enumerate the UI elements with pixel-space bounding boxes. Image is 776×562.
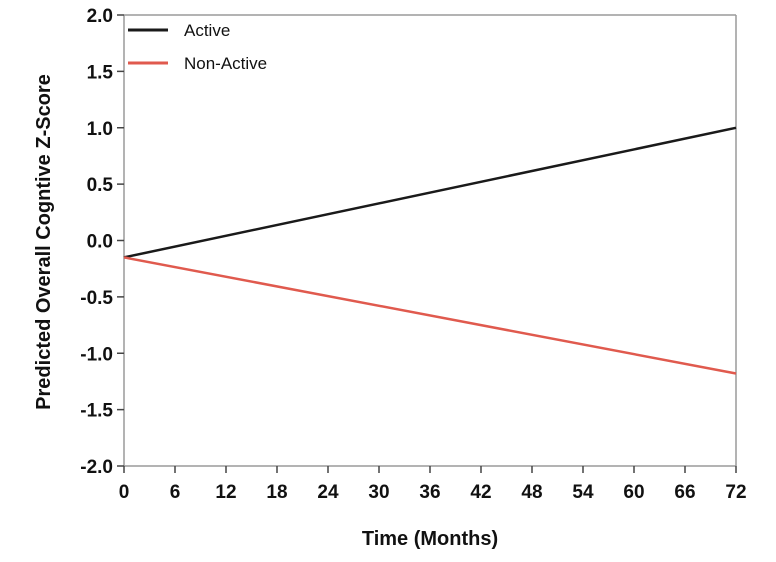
x-tick-label: 30 [368, 482, 389, 503]
y-tick-label: 1.0 [87, 119, 113, 140]
series-lines [123, 126, 737, 375]
legend-label-non-active: Non-Active [184, 54, 267, 73]
x-tick-label: 48 [521, 482, 542, 503]
y-tick-label: -1.0 [80, 344, 113, 365]
x-tick-label: 60 [623, 482, 644, 503]
series-line-active [123, 126, 737, 259]
x-tick-label: 72 [725, 482, 746, 503]
y-tick-label: -2.0 [80, 457, 113, 478]
y-tick-label: 0.5 [87, 175, 114, 196]
x-axis-title: Time (Months) [362, 528, 498, 550]
y-axis-title: Predicted Overall Cogntive Z-Score [33, 74, 55, 410]
series-line-non-active [123, 256, 737, 375]
x-tick-label: 66 [674, 482, 695, 503]
y-tick-label: 2.0 [87, 6, 113, 27]
plot-frame [123, 14, 737, 467]
y-tick-label: 1.5 [87, 62, 114, 83]
x-tick-label: 18 [266, 482, 287, 503]
y-tick-label: 0.0 [87, 232, 113, 253]
y-axis-ticks: 2.0 1.5 1.0 0.5 0.0 -0.5 -1.0 -1.5 -2.0 [80, 6, 124, 478]
x-tick-label: 36 [419, 482, 440, 503]
x-tick-label: 54 [572, 482, 594, 503]
x-tick-label: 42 [470, 482, 491, 503]
x-axis-ticks: 0 6 12 18 24 30 36 42 48 54 60 66 72 [119, 466, 747, 503]
x-tick-label: 0 [119, 482, 130, 503]
legend: Active Non-Active [128, 21, 267, 73]
x-tick-label: 12 [215, 482, 236, 503]
x-tick-label: 24 [317, 482, 339, 503]
y-tick-label: -1.5 [80, 401, 113, 422]
x-tick-label: 6 [170, 482, 181, 503]
legend-label-active: Active [184, 21, 230, 40]
y-tick-label: -0.5 [80, 288, 113, 309]
